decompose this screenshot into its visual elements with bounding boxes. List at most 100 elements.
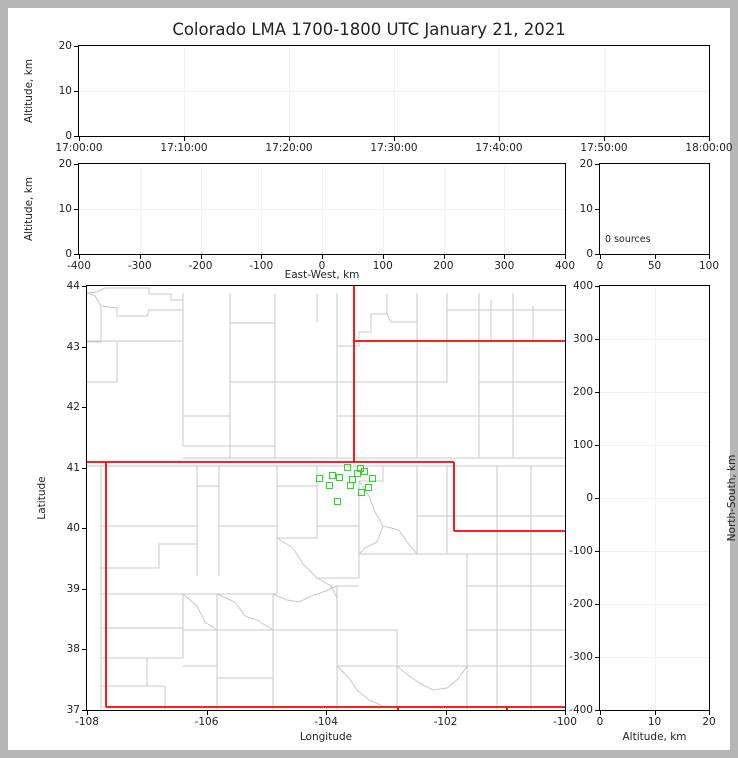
tick-mark-y [82, 528, 86, 530]
y-tick-label: 20 [579, 158, 593, 170]
y-tick-label: 10 [58, 203, 72, 215]
x-tick-label: 0 [596, 260, 604, 272]
lma-station-marker [343, 464, 351, 472]
x-tick-label: -200 [188, 260, 213, 272]
county-boundaries [87, 287, 565, 459]
tick-mark-x [504, 255, 506, 259]
x-tick-label: 100 [698, 260, 720, 272]
lma-station-marker [336, 474, 344, 482]
x-tick-label: -100 [553, 716, 577, 728]
tick-mark-x [139, 255, 141, 259]
x-tick-label: 0 [318, 260, 326, 272]
tick-mark-y [595, 551, 599, 552]
x-tick-label: 400 [554, 260, 576, 272]
y-axis-label: Altitude, km [23, 176, 35, 242]
y-tick-label: 100 [572, 439, 593, 451]
tick-mark-y [82, 407, 86, 409]
figure-canvas: Colorado LMA 1700-1800 UTC January 21, 2… [8, 8, 738, 750]
y-tick-label: 0 [586, 492, 593, 504]
tick-mark-y [595, 339, 599, 340]
y-tick-label: 10 [58, 85, 72, 97]
tick-mark-x [326, 711, 327, 715]
y-tick-label: -100 [569, 545, 593, 557]
y-tick-label: 0 [586, 248, 593, 260]
y-tick-label: 37 [66, 704, 80, 716]
x-tick-label: 17:10:00 [160, 142, 208, 154]
tick-mark-y [595, 254, 599, 255]
x-tick-label: 17:50:00 [580, 142, 628, 154]
x-tick-label: -102 [433, 716, 458, 728]
lma-station-marker [361, 468, 369, 475]
x-tick-label: 50 [647, 260, 662, 272]
lma-station-marker [333, 498, 341, 506]
y-tick-label: 0 [65, 130, 72, 142]
tick-mark-y [74, 164, 78, 165]
tick-mark-x [445, 711, 447, 715]
tick-mark-y [595, 657, 599, 658]
y-tick-label: 41 [66, 461, 80, 474]
source-count-annotation: 0 sources [605, 234, 651, 245]
lma-station-marker [357, 488, 365, 496]
x-tick-label: 0 [596, 716, 604, 728]
y-tick-label: 10 [579, 203, 593, 215]
x-tick-label: -400 [67, 260, 91, 272]
lma-station-marker [354, 469, 362, 477]
y-tick-label: -400 [569, 704, 593, 716]
tick-mark-x [565, 255, 566, 259]
tick-mark-x [600, 711, 601, 715]
y-tick-label: 400 [572, 280, 593, 292]
plan-view-map-panel[interactable] [86, 285, 566, 711]
gridline-horizontal [79, 91, 709, 92]
tick-mark-y [595, 286, 599, 287]
lma-station-marker [329, 471, 337, 479]
x-axis-label: Longitude [299, 731, 353, 743]
tick-mark-x [654, 255, 656, 259]
gridline-horizontal [79, 209, 565, 210]
tick-mark-x [79, 255, 80, 259]
tick-mark-x [709, 137, 710, 141]
x-tick-label: 17:30:00 [370, 142, 418, 154]
source-histogram-panel[interactable] [599, 163, 710, 255]
lma-station-marker [368, 475, 376, 483]
tick-mark-x [443, 255, 445, 259]
tick-mark-x [394, 137, 395, 141]
tick-mark-y [595, 209, 599, 210]
x-tick-label: 17:00:00 [55, 142, 103, 154]
lma-station-marker [315, 475, 323, 483]
tick-mark-y [595, 392, 599, 393]
y-tick-label: 200 [572, 386, 593, 398]
lma-station-marker [346, 481, 354, 489]
lma-station-marker [364, 483, 372, 491]
x-tick-label: -104 [314, 716, 338, 728]
x-tick-label: 17:20:00 [265, 142, 313, 154]
map-geography [87, 286, 565, 710]
y-tick-label: 0 [65, 248, 72, 260]
x-tick-label: 200 [433, 260, 454, 272]
tick-mark-x [206, 711, 208, 715]
lma-station-marker [325, 481, 333, 489]
colorado-counties [87, 465, 565, 710]
x-tick-label: 300 [494, 260, 515, 272]
y-tick-label: 43 [66, 340, 80, 353]
tick-mark-y [82, 710, 86, 711]
x-tick-label: 20 [702, 716, 716, 728]
tick-mark-y [74, 91, 78, 92]
tick-mark-y [595, 164, 599, 165]
x-tick-label: -106 [194, 716, 219, 728]
tick-mark-y [82, 588, 86, 590]
tick-mark-x [289, 137, 290, 141]
tick-mark-x [261, 255, 263, 259]
y-tick-label: 38 [66, 643, 80, 656]
tick-mark-y [74, 136, 78, 137]
tick-mark-x [184, 137, 185, 141]
x-tick-label: -100 [249, 260, 274, 272]
y-axis-label: Altitude, km [23, 58, 35, 124]
y-tick-label: 42 [66, 401, 80, 414]
tick-mark-x [382, 255, 384, 259]
y-axis-label-north-south: North-South, km [726, 454, 738, 542]
tick-mark-y [595, 445, 599, 446]
x-tick-label: 100 [372, 260, 393, 272]
tick-mark-y [74, 209, 78, 210]
state-boundaries [87, 286, 565, 710]
y-tick-label: -300 [569, 651, 593, 663]
